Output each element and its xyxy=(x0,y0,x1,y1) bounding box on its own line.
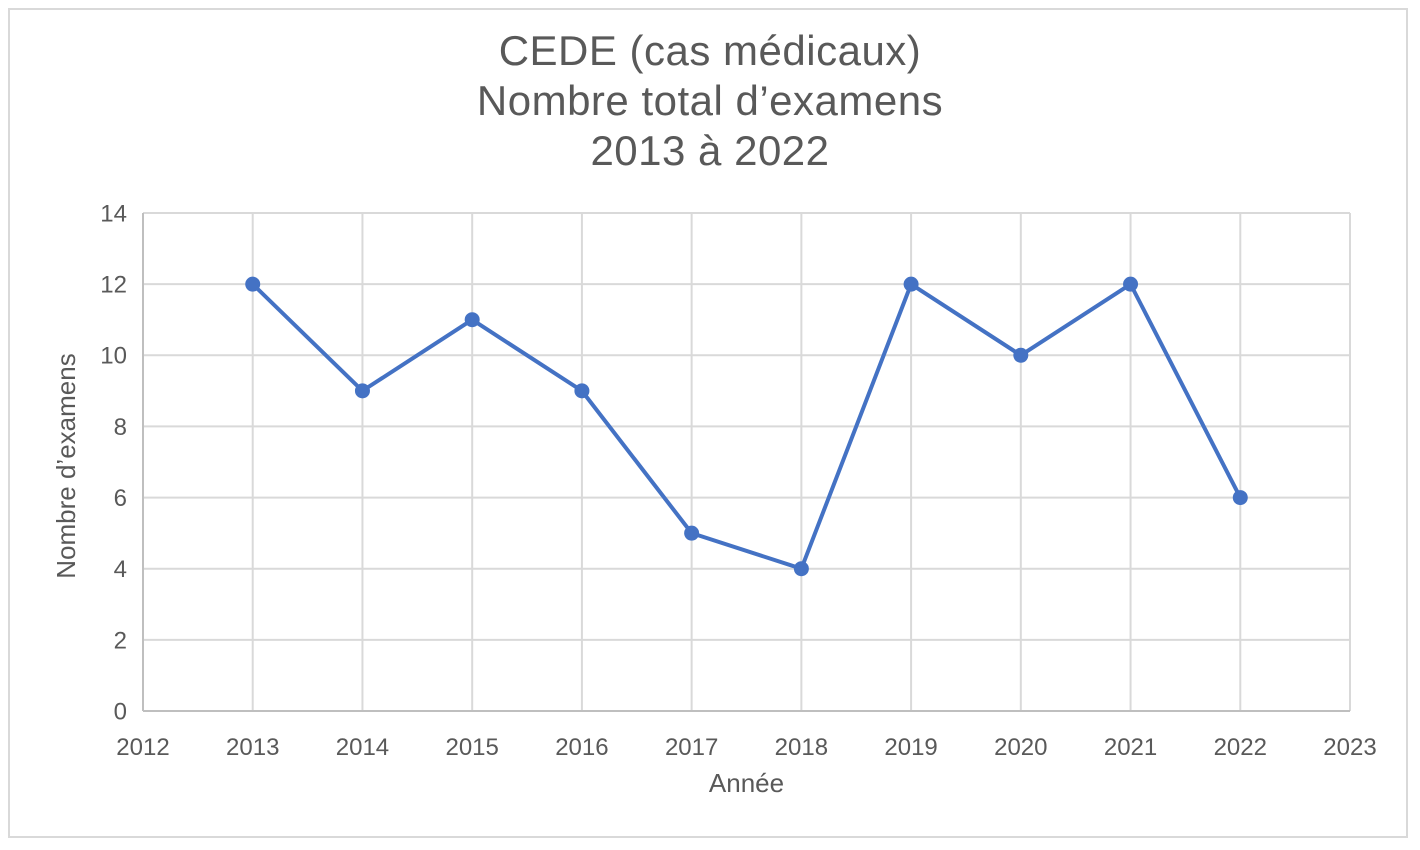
x-tick-label: 2017 xyxy=(665,734,718,761)
y-tick-label: 14 xyxy=(100,200,127,227)
y-tick-label: 10 xyxy=(100,343,127,370)
chart-title-line-3: 2013 à 2022 xyxy=(590,127,830,174)
data-point-marker xyxy=(354,383,370,399)
x-tick-label: 2015 xyxy=(445,734,498,761)
y-tick-label: 12 xyxy=(100,272,127,299)
x-tick-label: 2013 xyxy=(226,734,279,761)
data-point-marker xyxy=(1232,490,1248,506)
x-tick-label: 2023 xyxy=(1323,734,1376,761)
data-point-marker xyxy=(1013,347,1029,363)
data-point-marker xyxy=(574,383,590,399)
x-tick-label: 2021 xyxy=(1104,734,1157,761)
y-tick-label: 4 xyxy=(114,556,127,583)
data-point-marker xyxy=(793,561,809,577)
data-point-marker xyxy=(684,525,700,541)
x-tick-label: 2012 xyxy=(116,734,169,761)
x-tick-label: 2018 xyxy=(775,734,828,761)
data-point-marker xyxy=(1123,276,1139,292)
x-tick-label: 2020 xyxy=(994,734,1047,761)
data-point-marker xyxy=(245,276,261,292)
chart-frame xyxy=(8,8,1408,838)
y-tick-label: 0 xyxy=(114,698,127,725)
y-tick-label: 8 xyxy=(114,414,127,441)
x-tick-label: 2022 xyxy=(1214,734,1267,761)
x-axis-title: Année xyxy=(708,768,785,798)
y-tick-label: 6 xyxy=(114,485,127,512)
x-tick-label: 2014 xyxy=(336,734,389,761)
chart-title-line-1: CEDE (cas médicaux) xyxy=(498,27,922,74)
x-tick-label: 2016 xyxy=(555,734,608,761)
y-tick-label: 2 xyxy=(114,627,127,654)
data-point-marker xyxy=(903,276,919,292)
data-point-marker xyxy=(464,312,480,328)
series-line xyxy=(250,282,1243,571)
x-tick-label: 2019 xyxy=(884,734,937,761)
chart-title: CEDE (cas médicaux) Nombre total d’exame… xyxy=(0,26,1420,176)
chart-title-line-2: Nombre total d’examens xyxy=(476,77,944,124)
